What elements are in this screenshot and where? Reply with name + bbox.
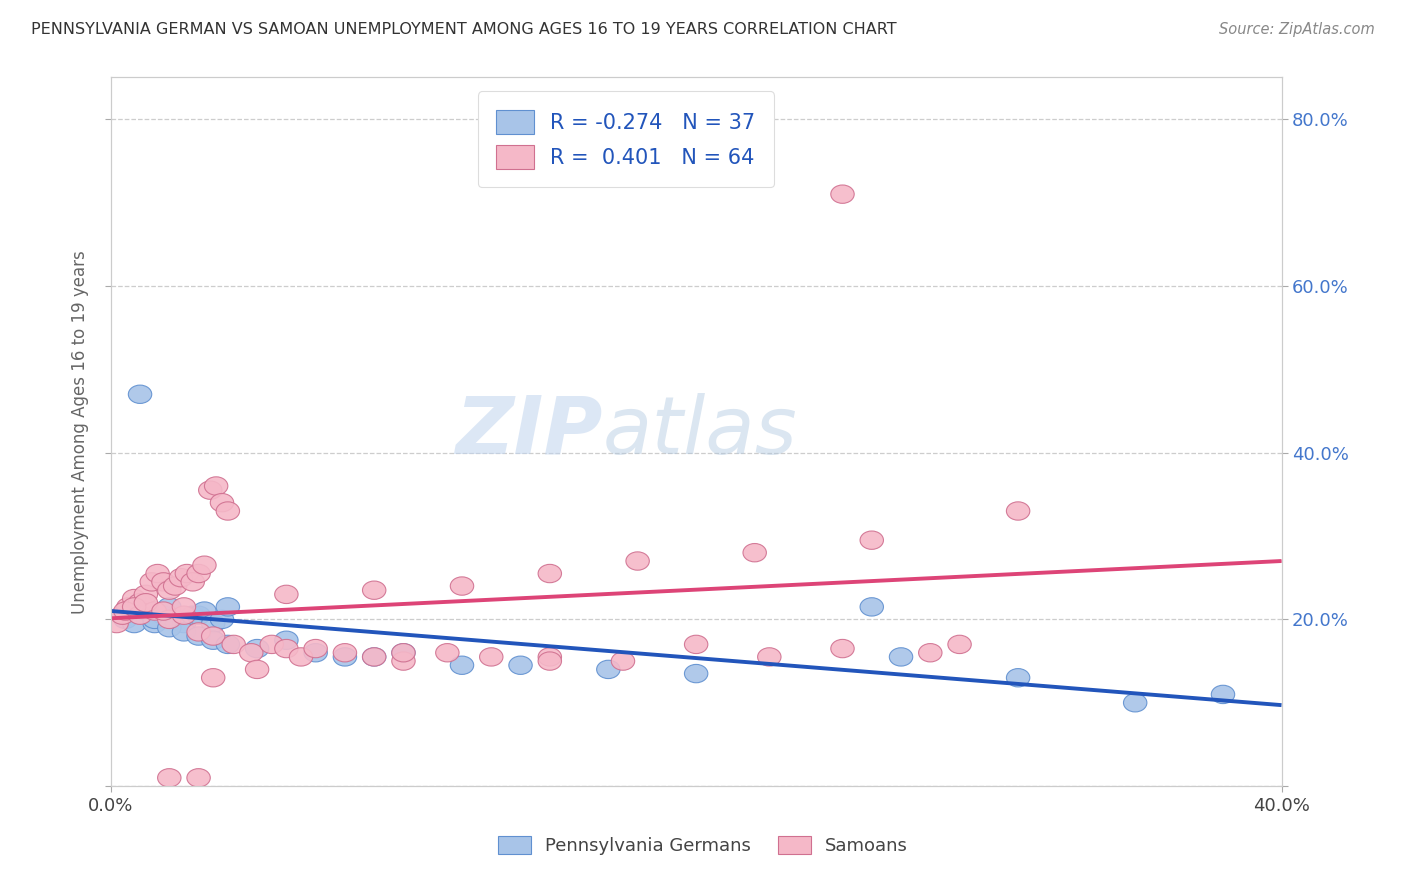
Legend: Pennsylvania Germans, Samoans: Pennsylvania Germans, Samoans xyxy=(484,822,922,870)
Y-axis label: Unemployment Among Ages 16 to 19 years: Unemployment Among Ages 16 to 19 years xyxy=(72,250,89,614)
Legend: R = -0.274   N = 37, R =  0.401   N = 64: R = -0.274 N = 37, R = 0.401 N = 64 xyxy=(478,91,775,187)
Text: PENNSYLVANIA GERMAN VS SAMOAN UNEMPLOYMENT AMONG AGES 16 TO 19 YEARS CORRELATION: PENNSYLVANIA GERMAN VS SAMOAN UNEMPLOYME… xyxy=(31,22,897,37)
Text: Source: ZipAtlas.com: Source: ZipAtlas.com xyxy=(1219,22,1375,37)
Text: ZIP: ZIP xyxy=(456,392,603,471)
Text: atlas: atlas xyxy=(603,392,797,471)
